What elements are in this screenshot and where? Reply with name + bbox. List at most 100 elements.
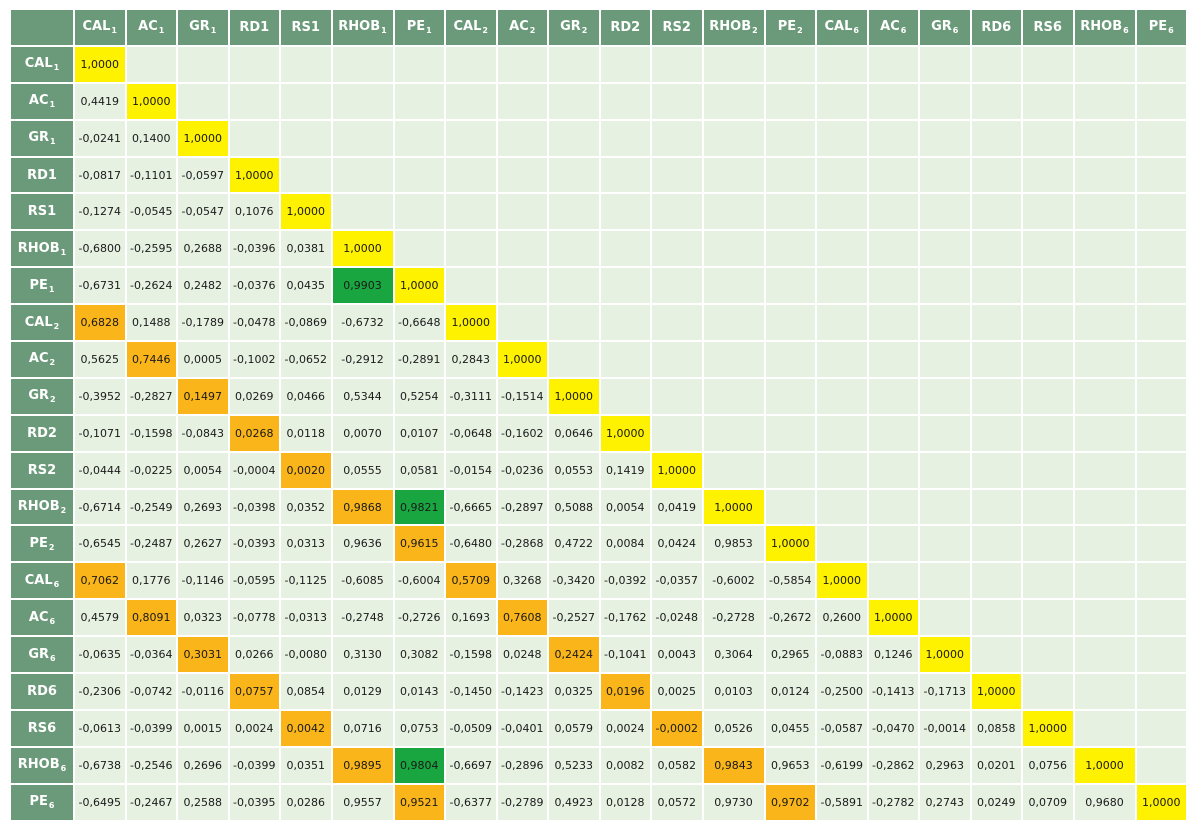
correlation-cell: -0,6697 — [446, 747, 496, 783]
variable-subscript: 2 — [60, 506, 67, 516]
correlation-value: -0,0364 — [130, 648, 173, 662]
correlation-cell: 0,2843 — [446, 342, 496, 377]
correlation-value: -0,1762 — [604, 611, 647, 625]
empty-cell — [1074, 157, 1135, 193]
column-header: RD2 — [600, 10, 650, 45]
empty-cell — [1136, 637, 1186, 673]
correlation-cell: 0,0266 — [229, 637, 279, 673]
correlation-value: 0,9615 — [394, 526, 444, 562]
empty-cell — [868, 526, 918, 562]
correlation-value: 0,0286 — [286, 795, 326, 809]
correlation-value: 0,3082 — [400, 648, 439, 662]
correlation-value: 0,0024 — [235, 721, 274, 735]
correlation-cell: -0,2306 — [75, 674, 125, 709]
correlation-value: 0,1246 — [874, 648, 913, 662]
correlation-cell: 0,7062 — [75, 563, 125, 599]
correlation-value: 0,0313 — [286, 537, 326, 551]
correlation-value: -0,0778 — [233, 611, 276, 625]
correlation-value: 0,9895 — [332, 747, 393, 783]
correlation-cell: -0,6085 — [332, 563, 393, 599]
correlation-cell: -0,0004 — [229, 452, 279, 488]
correlation-cell: -0,6480 — [446, 526, 496, 562]
correlation-cell: -0,6545 — [75, 526, 125, 562]
empty-cell — [971, 563, 1021, 599]
correlation-cell: -0,2527 — [549, 600, 599, 636]
empty-cell — [394, 157, 444, 193]
correlation-cell: -0,0401 — [497, 710, 547, 746]
empty-cell — [600, 83, 650, 119]
empty-cell — [1136, 157, 1186, 193]
correlation-value: 0,0269 — [235, 389, 274, 403]
row-header: GR6 — [11, 637, 73, 673]
correlation-cell: -0,0869 — [281, 305, 331, 341]
correlation-cell: -0,6731 — [75, 268, 125, 304]
variable-subscript: 6 — [952, 26, 959, 36]
correlation-cell: -0,2782 — [868, 784, 918, 820]
correlation-value: -0,0478 — [233, 316, 276, 330]
correlation-cell: -0,0154 — [446, 452, 496, 488]
correlation-value: -0,1713 — [923, 684, 966, 698]
empty-cell — [868, 342, 918, 377]
empty-cell — [600, 231, 650, 267]
correlation-value: 0,3064 — [714, 648, 753, 662]
correlation-value: -0,0652 — [284, 352, 327, 366]
correlation-value: 1,0000 — [817, 563, 867, 599]
correlation-cell: -0,0002 — [652, 710, 702, 746]
empty-cell — [652, 231, 702, 267]
correlation-cell: 0,8091 — [126, 600, 176, 636]
table-row: RS2 -0,0444 -0,0225 0,0054 -0,0004 0,0020 0,05… — [11, 452, 1186, 488]
correlation-cell: -0,0225 — [126, 452, 176, 488]
column-header: PE6 — [1136, 10, 1186, 45]
empty-cell — [652, 46, 702, 82]
empty-cell — [971, 378, 1021, 414]
empty-cell — [1074, 674, 1135, 709]
correlation-cell: 1,0000 — [126, 83, 176, 119]
correlation-cell: 0,1488 — [126, 305, 176, 341]
row-header: AC1 — [11, 83, 73, 119]
correlation-cell: 0,5233 — [549, 747, 599, 783]
empty-cell — [497, 120, 547, 156]
empty-cell — [497, 194, 547, 230]
empty-cell — [920, 83, 970, 119]
correlation-cell: 1,0000 — [920, 637, 970, 673]
correlation-cell: 0,2482 — [178, 268, 228, 304]
correlation-value: -0,0547 — [181, 205, 224, 219]
empty-cell — [765, 231, 815, 267]
empty-cell — [1074, 120, 1135, 156]
correlation-value: -0,0648 — [449, 426, 492, 440]
correlation-cell: -0,2546 — [126, 747, 176, 783]
correlation-value: 0,2588 — [183, 795, 223, 809]
empty-cell — [497, 157, 547, 193]
column-header: RHOB2 — [703, 10, 764, 45]
empty-cell — [1023, 452, 1073, 488]
correlation-value: -0,1598 — [130, 426, 173, 440]
correlation-cell: 1,0000 — [446, 305, 496, 341]
empty-cell — [971, 600, 1021, 636]
empty-cell — [1074, 83, 1135, 119]
correlation-value: -0,1789 — [181, 316, 224, 330]
correlation-value: -0,1274 — [78, 205, 121, 219]
correlation-cell: -0,2500 — [817, 674, 867, 709]
empty-cell — [600, 378, 650, 414]
empty-cell — [281, 46, 331, 82]
correlation-cell: 0,0043 — [652, 637, 702, 673]
empty-cell — [765, 83, 815, 119]
correlation-value: -0,2728 — [712, 611, 755, 625]
empty-cell — [1023, 231, 1073, 267]
correlation-value: 0,0757 — [229, 674, 279, 709]
variable-name: RD2 — [610, 19, 641, 35]
correlation-cell: 0,0419 — [652, 489, 702, 525]
correlation-value: 0,3130 — [343, 648, 382, 662]
empty-cell — [549, 268, 599, 304]
variable-subscript: 2 — [49, 358, 56, 368]
correlation-cell: -0,0014 — [920, 710, 970, 746]
correlation-cell: 0,4722 — [549, 526, 599, 562]
correlation-cell: 1,0000 — [971, 674, 1021, 709]
correlation-cell: -0,0470 — [868, 710, 918, 746]
empty-cell — [1023, 489, 1073, 525]
empty-cell — [817, 452, 867, 488]
correlation-cell: 0,7608 — [497, 600, 547, 636]
correlation-value: -0,1002 — [233, 352, 276, 366]
correlation-cell: 0,3064 — [703, 637, 764, 673]
correlation-value: 0,9821 — [394, 489, 444, 525]
